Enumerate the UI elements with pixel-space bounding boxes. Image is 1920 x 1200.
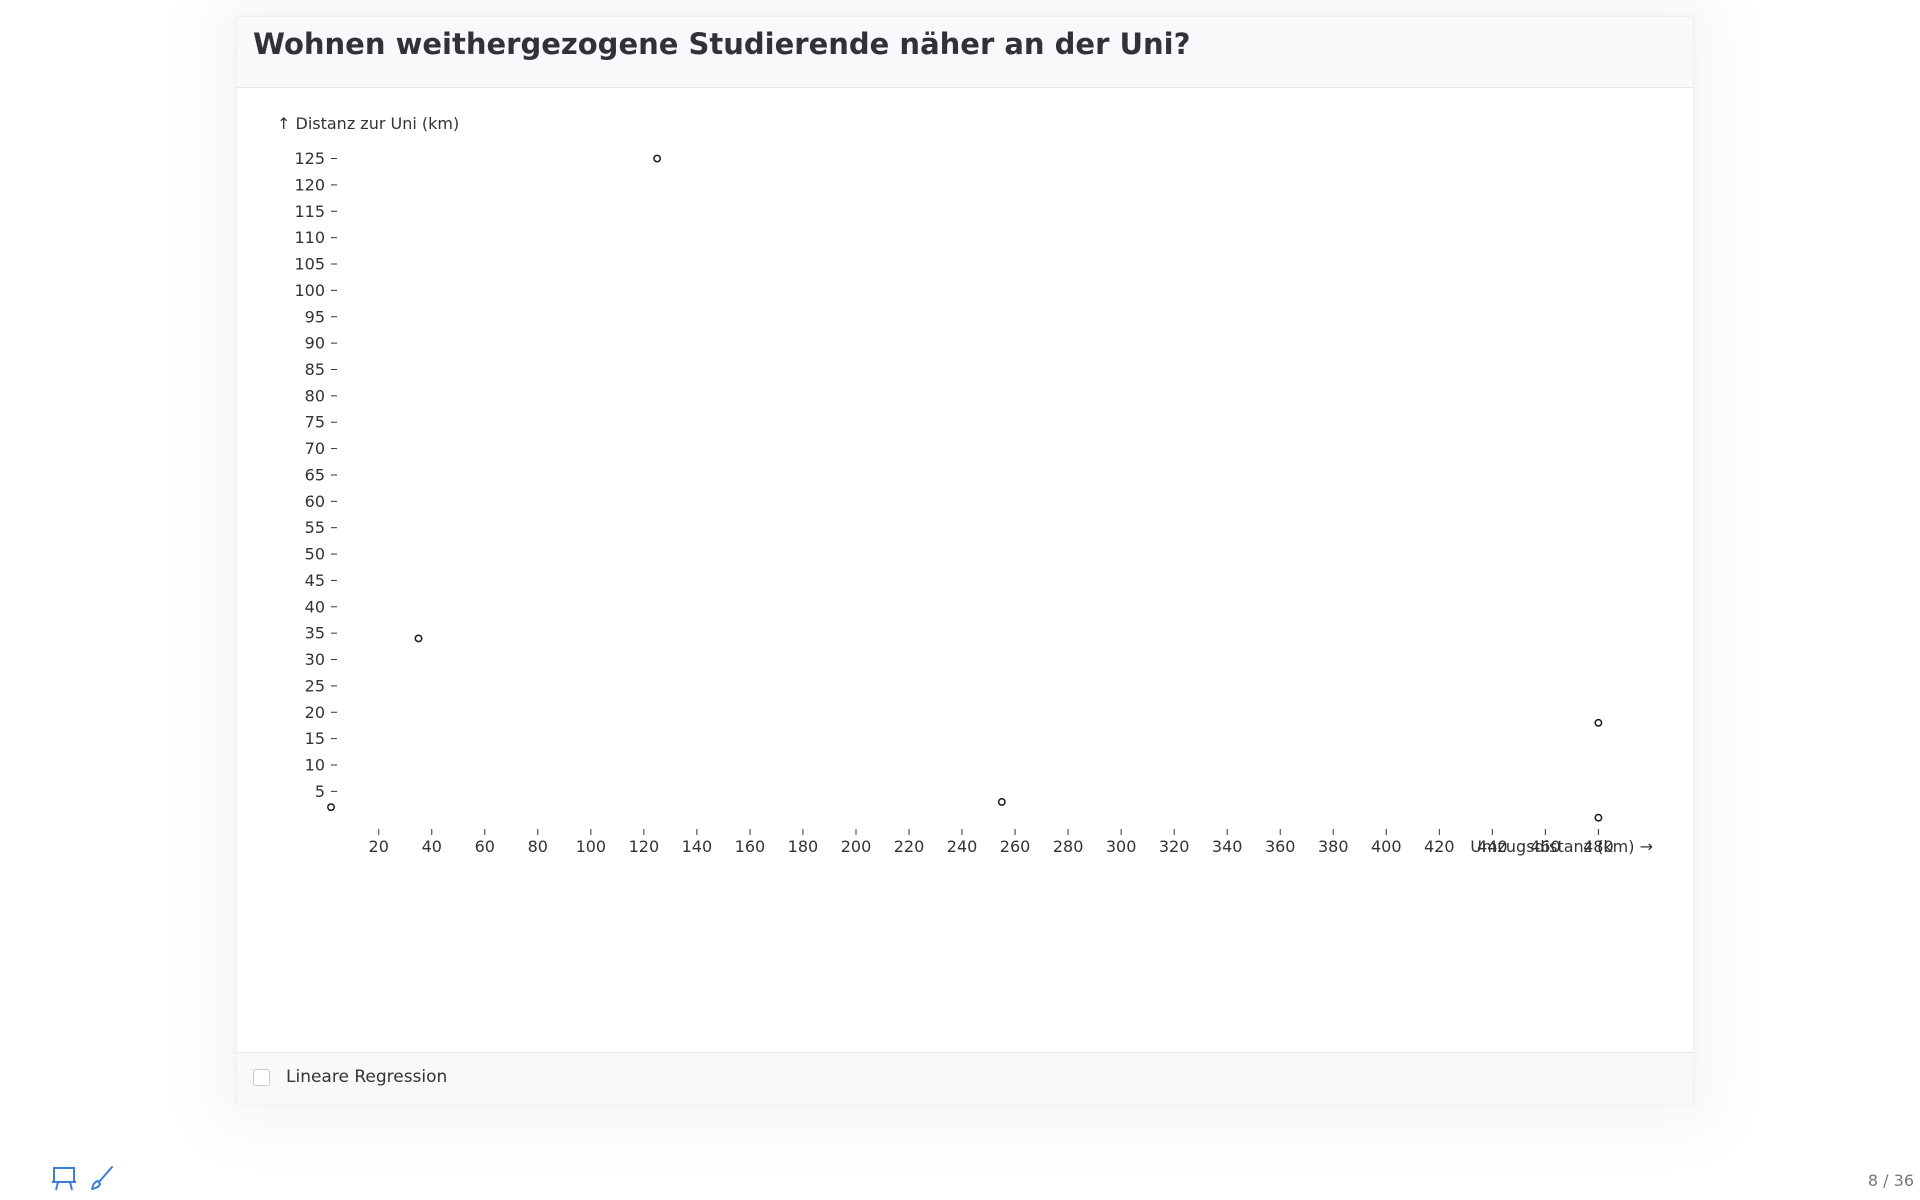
x-tick-label: 380 [1318,837,1349,856]
y-tick-label: 5 [315,782,325,801]
y-tick-label: 20 [305,703,325,722]
data-points [327,154,1603,822]
x-tick-label: 180 [788,837,819,856]
x-tick-label: 360 [1265,837,1296,856]
x-tick-label: 280 [1053,837,1084,856]
data-point [1594,813,1603,822]
data-point [997,797,1006,806]
data-point [1594,718,1603,727]
y-tick-label: 65 [305,465,325,484]
presentation-icon[interactable] [50,1164,78,1192]
brush-icon[interactable] [88,1164,116,1192]
y-tick-label: 75 [305,413,325,432]
x-tick-label: 20 [369,837,389,856]
y-tick-label: 115 [294,202,325,221]
card-footer: Lineare Regression [237,1052,1693,1104]
x-axis-label: Umzugsdistanz (km) → [1470,837,1653,856]
y-tick-label: 35 [305,624,325,643]
data-point [327,803,335,812]
y-tick-label: 60 [305,492,325,511]
y-tick-label: 100 [294,281,325,300]
x-tick-label: 400 [1371,837,1402,856]
y-tick-label: 30 [305,650,325,669]
y-tick-label: 25 [305,676,325,695]
x-tick-label: 240 [947,837,978,856]
y-axis: 5 10 15 20 25 30 35 40 45 50 55 60 65 70 75 80 85 90 95 100… [294,149,337,801]
scatter-plot: ↑ Distanz zur Uni (km) Umzugsdistanz (km… [237,88,1693,1052]
x-tick-label: 160 [735,837,766,856]
x-tick-label: 260 [1000,837,1031,856]
card-header: Wohnen weithergezogene Studierende näher… [237,17,1693,88]
x-axis: 20 40 60 80 100 120 140 160 180 200 220 240 260 280 30… [369,829,1614,856]
y-tick-label: 120 [294,175,325,194]
scatter-plot-svg: ↑ Distanz zur Uni (km) Umzugsdistanz (km… [277,114,1653,856]
x-tick-label: 340 [1212,837,1243,856]
y-tick-label: 70 [305,439,325,458]
x-tick-label: 200 [841,837,872,856]
y-tick-label: 45 [305,571,325,590]
data-point [414,634,423,643]
y-tick-label: 95 [305,307,325,326]
x-tick-label: 480 [1583,837,1614,856]
y-tick-label: 105 [294,255,325,274]
x-tick-label: 440 [1477,837,1508,856]
x-tick-label: 60 [475,837,495,856]
y-tick-label: 80 [305,386,325,405]
y-tick-label: 85 [305,360,325,379]
slide-title: Wohnen weithergezogene Studierende näher… [253,27,1191,61]
y-tick-label: 40 [305,597,325,616]
x-tick-label: 40 [422,837,442,856]
x-tick-label: 100 [576,837,607,856]
y-tick-label: 90 [305,334,325,353]
x-tick-label: 420 [1424,837,1455,856]
y-axis-label: ↑ Distanz zur Uni (km) [277,114,459,133]
x-tick-label: 300 [1106,837,1137,856]
x-tick-label: 220 [894,837,925,856]
regression-label[interactable]: Lineare Regression [286,1067,448,1087]
y-tick-label: 55 [305,518,325,537]
x-tick-label: 120 [629,837,660,856]
y-tick-label: 110 [294,228,325,247]
x-tick-label: 460 [1530,837,1561,856]
y-tick-label: 125 [294,149,325,168]
regression-checkbox[interactable] [253,1069,270,1086]
data-point [653,154,662,163]
x-tick-label: 80 [528,837,548,856]
x-tick-label: 320 [1159,837,1190,856]
x-tick-label: 140 [682,837,713,856]
y-tick-label: 15 [305,729,325,748]
y-tick-label: 10 [305,755,325,774]
y-tick-label: 50 [305,545,325,564]
page-number: 8 / 36 [1867,1171,1914,1190]
chart-card: Wohnen weithergezogene Studierende näher… [236,16,1694,1104]
